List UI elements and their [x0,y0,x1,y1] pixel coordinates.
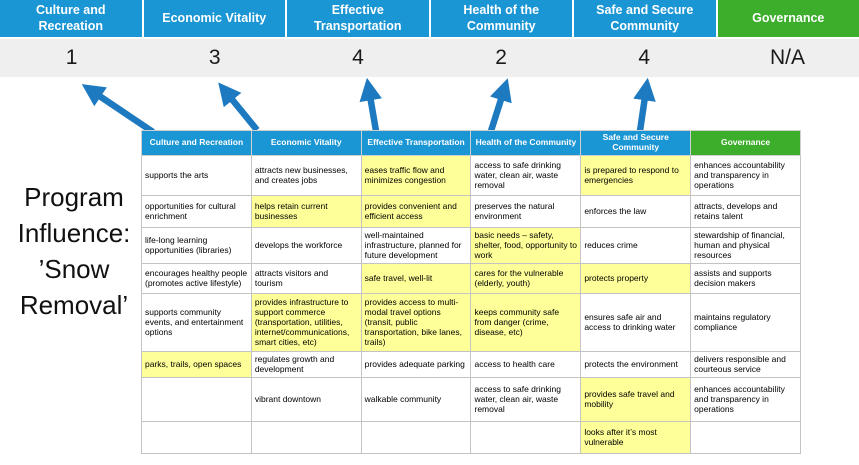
matrix-row: supports the arts attracts new businesses… [141,154,801,196]
matrix-cell: safe travel, well-lit [360,262,472,294]
banner-safe-secure-community: Safe and Secure Community [574,0,716,37]
banner-culture-recreation: Culture and Recreation [0,0,142,37]
matrix-header: Culture and Recreation [141,130,252,156]
matrix-row: vibrant downtown walkable community access… [141,376,801,422]
matrix-cell: attracts, develops and retains talent [690,194,801,228]
matrix-cell: keeps community safe from danger (crime,… [470,292,582,352]
banner-governance: Governance [717,0,859,37]
matrix-cell: develops the workforce [250,226,362,264]
matrix-cell: looks after it’s most vulnerable [580,420,692,454]
matrix-cell: cares for the vulnerable (elderly, youth… [470,262,582,294]
matrix-header-row: Culture and Recreation Economic Vitality E… [141,130,801,156]
matrix-row: encourages healthy people (promotes acti… [141,262,801,294]
matrix-cell [470,420,582,454]
matrix-cell: provides safe travel and mobility [580,376,692,422]
matrix-cell: vibrant downtown [250,376,362,422]
score-health-community: 2 [495,46,507,69]
matrix-cell: access to health care [470,350,582,378]
matrix-header: Governance [690,130,801,156]
matrix-cell: access to safe drinking water, clean air… [470,376,582,422]
matrix-cell: delivers responsible and courteous servi… [690,350,801,378]
matrix-cell: supports the arts [141,154,252,196]
matrix-cell: provides convenient and efficient access [360,194,472,228]
matrix-cell: basic needs – safety, shelter, food, opp… [470,226,582,264]
matrix-cell: attracts visitors and tourism [250,262,362,294]
arrow-economic-icon [218,82,260,133]
matrix-cell: provides access to multi-modal travel op… [360,292,472,352]
category-banner: Culture and Recreation Economic Vitality… [0,0,859,37]
score-culture-recreation: 1 [65,46,78,69]
matrix-cell: supports community events, and entertain… [141,292,252,352]
matrix-cell: is prepared to respond to emergencies [580,154,692,196]
score-governance: N/A [769,46,805,69]
banner-economic-vitality: Economic Vitality [143,0,285,37]
matrix-cell: provides adequate parking [360,350,472,378]
matrix-header: Safe and Secure Community [580,130,692,156]
matrix-cell: assists and supports decision makers [690,262,801,294]
matrix-cell: reduces crime [580,226,692,264]
matrix-row: opportunities for cultural enrichment hel… [141,194,801,228]
matrix-cell: walkable community [360,376,472,422]
matrix-cell: regulates growth and development [250,350,362,378]
score-effective-transportation: 4 [352,46,364,69]
matrix-cell [250,420,362,454]
arrow-safe-secure-icon [633,78,656,132]
matrix-cell: maintains regulatory compliance [690,292,801,352]
matrix-row: looks after it’s most vulnerable [141,420,801,454]
page-title: Program Influence: ’Snow Removal’ [17,182,131,320]
matrix-cell [360,420,472,454]
matrix-cell: parks, trails, open spaces [141,350,252,378]
matrix-cell: preserves the natural environment [470,194,582,228]
matrix-cell: provides infrastructure to support comme… [250,292,362,352]
arrow-health-icon [487,78,512,132]
matrix-cell: encourages healthy people (promotes acti… [141,262,252,294]
matrix-cell: opportunities for cultural enrichment [141,194,252,228]
influence-matrix: Culture and Recreation Economic Vitality E… [141,130,801,454]
matrix-cell: attracts new businesses, and creates job… [250,154,362,196]
matrix-cell: life-long learning opportunities (librar… [141,226,252,264]
matrix-cell: well-maintained infrastructure, planned … [360,226,472,264]
banner-health-community: Health of the Community [430,0,572,37]
score-band: 1 3 4 2 4 N/A [0,39,859,77]
score-safe-secure-community: 4 [638,46,651,69]
matrix-cell: stewardship of financial, human and phys… [690,226,801,264]
matrix-cell [690,420,801,454]
matrix-header: Effective Transportation [360,130,472,156]
matrix-row: parks, trails, open spaces regulates grow… [141,350,801,378]
matrix-cell: protects the environment [580,350,692,378]
matrix-cell: protects property [580,262,692,294]
score-economic-vitality: 3 [208,46,221,69]
arrow-transportation-icon [359,78,382,132]
matrix-cell [141,420,252,454]
arrow-culture-icon [81,84,155,134]
matrix-cell [141,376,252,422]
matrix-cell: eases traffic flow and minimizes congest… [360,154,472,196]
matrix-cell: enhances accountability and transparency… [690,376,801,422]
matrix-row: supports community events, and entertain… [141,292,801,352]
matrix-cell: enforces the law [580,194,692,228]
matrix-header: Economic Vitality [250,130,362,156]
matrix-header: Health of the Community [470,130,582,156]
matrix-cell: access to safe drinking water, clean air… [470,154,582,196]
arrows-up-icon [81,78,656,134]
matrix-cell: enhances accountability and transparency… [690,154,801,196]
matrix-cell: helps retain current businesses [250,194,362,228]
matrix-cell: ensures safe air and access to drinking … [580,292,692,352]
matrix-row: life-long learning opportunities (librar… [141,226,801,264]
banner-effective-transportation: Effective Transportation [287,0,429,37]
